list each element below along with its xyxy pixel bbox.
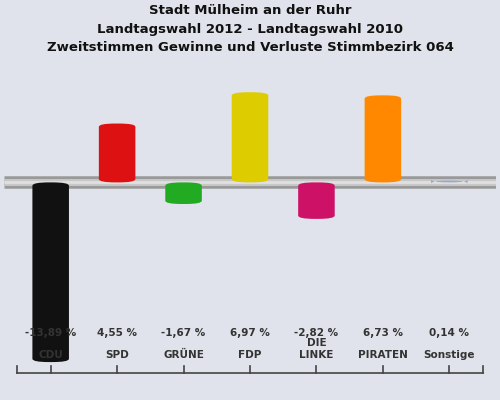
FancyBboxPatch shape [32,182,69,362]
Text: PIRATEN: PIRATEN [358,350,408,360]
Text: CDU: CDU [38,350,63,360]
Text: Sonstige: Sonstige [424,350,475,360]
Text: SPD: SPD [105,350,129,360]
Text: -2,82 %: -2,82 % [294,328,339,338]
Text: 6,97 %: 6,97 % [230,328,270,338]
Text: GRÜNE: GRÜNE [163,350,204,360]
Text: 4,55 %: 4,55 % [97,328,137,338]
FancyBboxPatch shape [232,92,268,182]
FancyBboxPatch shape [431,179,468,184]
FancyBboxPatch shape [99,124,136,182]
Title: Stadt Mülheim an der Ruhr
Landtagswahl 2012 - Landtagswahl 2010
Zweitstimmen Gew: Stadt Mülheim an der Ruhr Landtagswahl 2… [46,4,454,54]
FancyBboxPatch shape [298,182,335,219]
Text: -1,67 %: -1,67 % [162,328,206,338]
FancyBboxPatch shape [364,95,401,182]
Text: 6,73 %: 6,73 % [363,328,403,338]
Text: DIE
LINKE: DIE LINKE [300,338,334,360]
Text: -13,89 %: -13,89 % [25,328,76,338]
Text: FDP: FDP [238,350,262,360]
FancyBboxPatch shape [166,182,202,204]
Text: 0,14 %: 0,14 % [430,328,470,338]
